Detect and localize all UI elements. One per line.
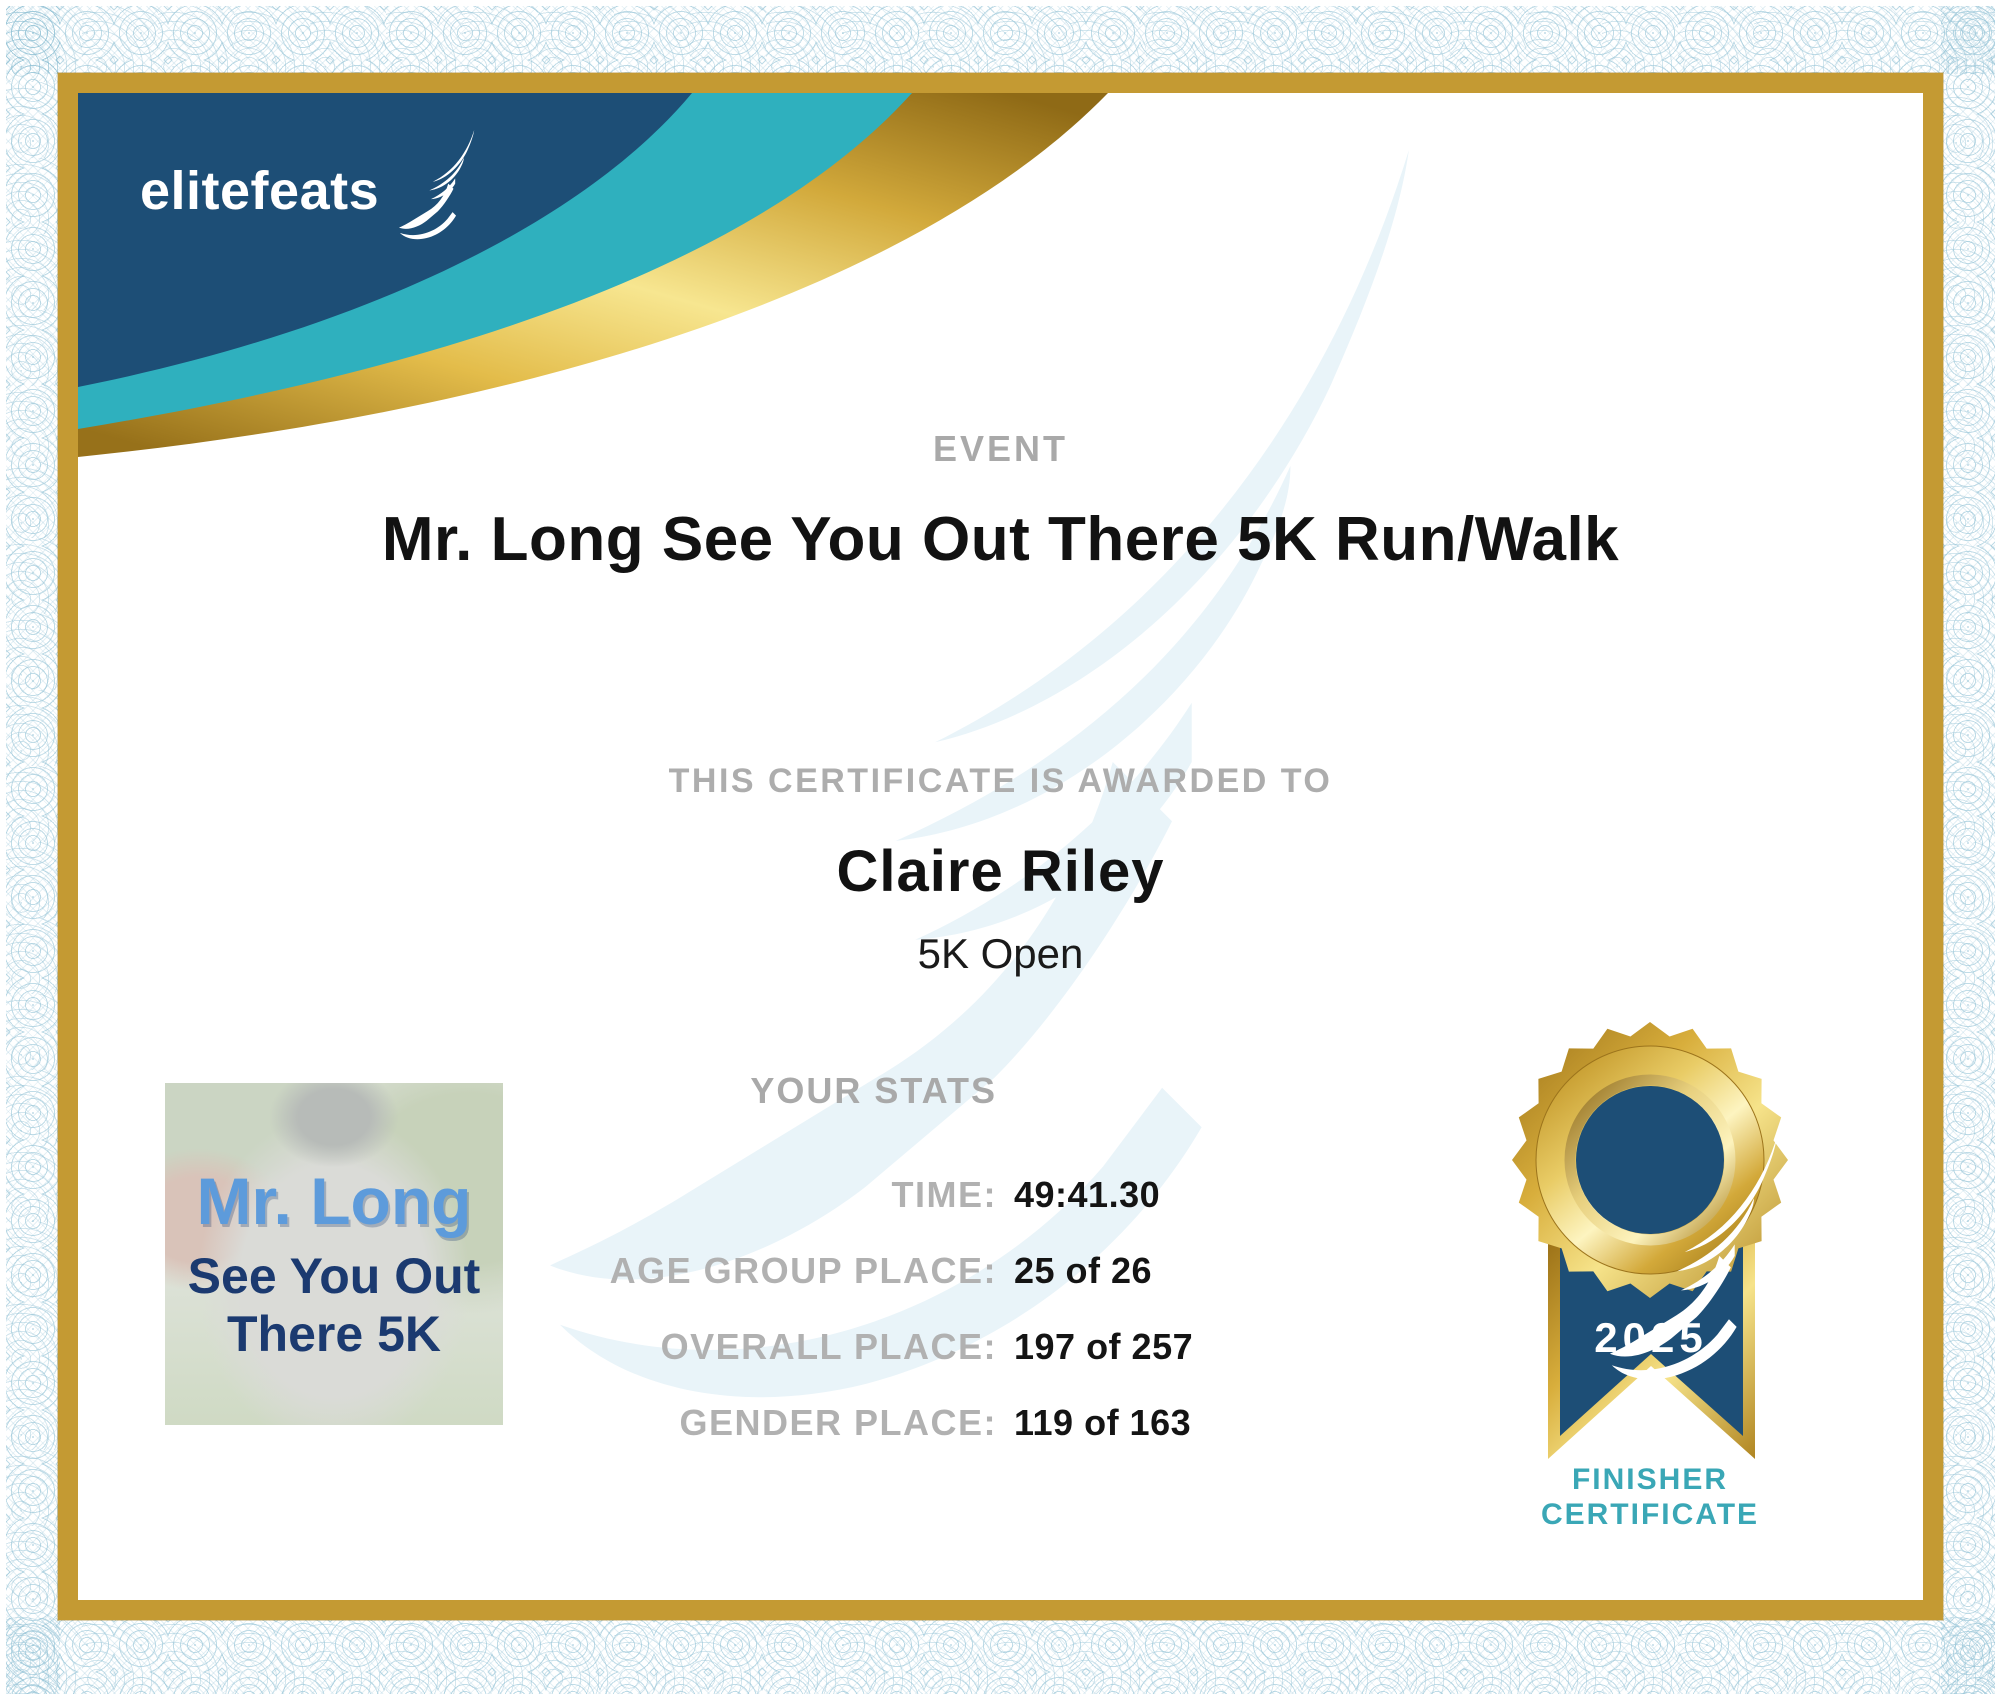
guilloche-border-right xyxy=(1941,6,1995,1694)
stat-label: TIME: xyxy=(891,1174,997,1215)
award-heading: THIS CERTIFICATE IS AWARDED TO xyxy=(668,762,1333,800)
stat-value: 25 of 26 xyxy=(1014,1250,1153,1291)
race-division: 5K Open xyxy=(917,930,1084,977)
stat-label: AGE GROUP PLACE: xyxy=(609,1250,997,1291)
winged-foot-logo-icon xyxy=(398,130,502,251)
stat-label: GENDER PLACE: xyxy=(679,1402,997,1443)
event-logo-subtitle-line2: There 5K xyxy=(227,1306,441,1362)
stats-heading: YOUR STATS xyxy=(750,1070,997,1111)
guilloche-border-top xyxy=(6,6,1995,74)
elitefeats-logo-text: elitefeats xyxy=(140,161,380,221)
finisher-badge: 2025 xyxy=(1512,1022,1788,1459)
elitefeats-logo: elitefeats xyxy=(140,146,560,266)
recipient-name: Claire Riley xyxy=(836,839,1165,904)
event-logo-photo: Mr. Long See You Out There 5K xyxy=(165,1083,503,1425)
stat-value: 49:41.30 xyxy=(1014,1174,1161,1215)
stat-label: OVERALL PLACE: xyxy=(660,1326,997,1367)
stat-value: 119 of 163 xyxy=(1014,1402,1192,1443)
event-logo-title: Mr. Long xyxy=(196,1164,472,1238)
stat-row-age-group-place: AGE GROUP PLACE: 25 of 26 xyxy=(437,1252,1437,1290)
badge-inner-ring xyxy=(1564,1074,1736,1246)
event-title: Mr. Long See You Out There 5K Run/Walk xyxy=(381,505,1620,574)
event-heading: EVENT xyxy=(932,428,1069,469)
guilloche-border-bottom xyxy=(6,1618,1995,1694)
stats-list: TIME: 49:41.30 AGE GROUP PLACE: 25 of 26… xyxy=(437,1176,1437,1480)
header-swoosh-graphic xyxy=(78,93,1108,457)
guilloche-border-left xyxy=(6,6,60,1694)
event-logo-subtitle-line1: See You Out xyxy=(187,1248,481,1304)
stat-value: 197 of 257 xyxy=(1014,1326,1194,1367)
finisher-caption-line1: FINISHER xyxy=(1571,1463,1728,1496)
badge-center-disc xyxy=(1576,1086,1724,1234)
finisher-caption: FINISHER CERTIFICATE xyxy=(1490,1462,1810,1532)
stat-row-gender-place: GENDER PLACE: 119 of 163 xyxy=(437,1404,1437,1442)
stat-row-overall-place: OVERALL PLACE: 197 of 257 xyxy=(437,1328,1437,1366)
finisher-caption-line2: CERTIFICATE xyxy=(1540,1498,1760,1531)
stat-row-time: TIME: 49:41.30 xyxy=(437,1176,1437,1214)
